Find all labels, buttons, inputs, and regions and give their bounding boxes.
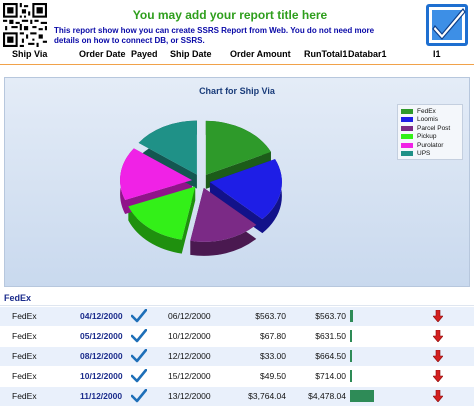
cell-ship-date: 13/12/2000 (168, 391, 211, 401)
cell-order-date: 11/12/2000 (80, 391, 123, 401)
cell-order-amount: $3,764.04 (248, 391, 286, 401)
legend-swatch (401, 142, 413, 148)
cell-order-date: 10/12/2000 (80, 371, 123, 381)
down-arrow-icon (433, 390, 443, 402)
cell-run-total: $664.50 (315, 351, 346, 361)
chart-legend: FedEx Loomis Parcel Post Pickup Purolator UPS (397, 104, 463, 160)
legend-item: UPS (401, 150, 459, 159)
legend-swatch (401, 134, 413, 140)
legend-label: UPS (417, 150, 431, 158)
column-header-order-amount: Order Amount (230, 49, 291, 59)
cell-ship-via: FedEx (12, 371, 37, 381)
pie-slice-pickup (128, 186, 196, 240)
column-header-run-total: RunTotal1 (304, 49, 348, 59)
legend-label: Parcel Post (417, 124, 451, 132)
cell-run-total: $4,478.04 (308, 391, 346, 401)
cell-order-amount: $49.50 (260, 371, 286, 381)
pie-slice-loomis (209, 159, 282, 220)
down-arrow-icon (433, 350, 443, 362)
ship-via-chart: Chart for Ship Via FedEx Loomis Parcel Pos… (4, 77, 470, 287)
pie-slice-fedex (205, 120, 271, 175)
cell-order-date: 04/12/2000 (80, 311, 123, 321)
cell-run-total: $563.70 (315, 311, 346, 321)
table-row: FedEx 04/12/2000 06/12/2000 $563.70 $563.70 (0, 307, 474, 326)
cell-ship-date: 12/12/2000 (168, 351, 211, 361)
legend-swatch (401, 125, 413, 131)
qr-code-icon (3, 3, 47, 47)
cell-ship-via: FedEx (12, 391, 37, 401)
payed-check-icon (131, 329, 147, 343)
down-arrow-icon (433, 330, 443, 342)
legend-label: Loomis (417, 116, 438, 124)
cell-order-amount: $563.70 (255, 311, 286, 321)
legend-swatch (401, 117, 413, 123)
databar (350, 370, 352, 382)
cell-ship-via: FedEx (12, 331, 37, 341)
report-title: You may add your report title here (132, 8, 328, 22)
group-label: FedEx (4, 293, 32, 303)
column-header-ship-via: Ship Via (12, 49, 48, 59)
cell-ship-via: FedEx (12, 311, 37, 321)
column-header-indicator: I1 (433, 49, 441, 59)
pie-slice-parcel-post (190, 187, 257, 242)
legend-item: Parcel Post (401, 124, 459, 133)
column-header-order-date: Order Date (79, 49, 126, 59)
pie-slice-purolator (120, 148, 193, 200)
cell-ship-date: 06/12/2000 (168, 311, 211, 321)
payed-check-icon (131, 309, 147, 323)
table-row: FedEx 05/12/2000 10/12/2000 $67.80 $631.50 (0, 327, 474, 346)
legend-item: Loomis (401, 116, 459, 125)
cell-order-amount: $67.80 (260, 331, 286, 341)
down-arrow-icon (433, 310, 443, 322)
header-divider (0, 64, 474, 65)
table-row: FedEx 08/12/2000 12/12/2000 $33.00 $664.50 (0, 347, 474, 366)
table-row: FedEx 10/12/2000 15/12/2000 $49.50 $714.00 (0, 367, 474, 386)
cell-ship-date: 15/12/2000 (168, 371, 211, 381)
databar (350, 330, 352, 342)
databar (350, 390, 374, 402)
payed-check-icon (131, 389, 147, 403)
cell-run-total: $714.00 (315, 371, 346, 381)
legend-swatch (401, 108, 413, 114)
cell-ship-date: 10/12/2000 (168, 331, 211, 341)
column-header-databar: Databar1 (348, 49, 387, 59)
pie-chart (120, 120, 282, 256)
cell-order-amount: $33.00 (260, 351, 286, 361)
legend-label: Pickup (417, 133, 437, 141)
cell-run-total: $631.50 (315, 331, 346, 341)
cell-ship-via: FedEx (12, 351, 37, 361)
legend-item: Pickup (401, 133, 459, 142)
legend-label: Purolator (417, 141, 444, 149)
column-header-ship-date: Ship Date (170, 49, 212, 59)
payed-check-icon (131, 369, 147, 383)
pie-slice-ups (138, 120, 197, 175)
pie-slice-side (190, 187, 257, 256)
legend-item: Purolator (401, 141, 459, 150)
report-description: This report show how you can create SSRS… (54, 26, 375, 45)
legend-label: FedEx (417, 107, 436, 115)
report-header: You may add your report title here This … (0, 0, 474, 48)
column-header-payed: Payed (131, 49, 158, 59)
legend-item: FedEx (401, 107, 459, 116)
payed-check-icon (131, 349, 147, 363)
group-divider (0, 305, 474, 306)
databar (350, 310, 353, 322)
down-arrow-icon (433, 370, 443, 382)
table-row: FedEx 11/12/2000 13/12/2000 $3,764.04 $4,478… (0, 387, 474, 406)
cell-order-date: 05/12/2000 (80, 331, 123, 341)
checkbox-logo-icon (426, 4, 468, 46)
databar (350, 350, 352, 362)
chart-title: Chart for Ship Via (199, 86, 275, 96)
legend-swatch (401, 151, 413, 157)
cell-order-date: 08/12/2000 (80, 351, 123, 361)
